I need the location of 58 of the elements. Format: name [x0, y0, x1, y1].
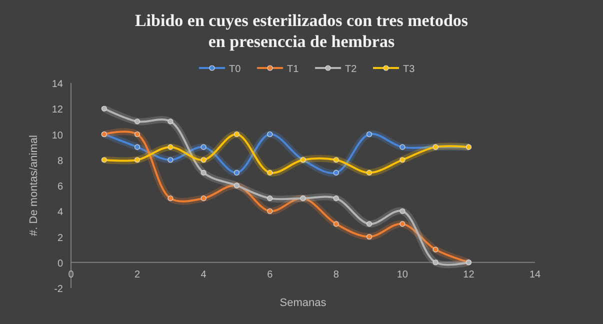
point [200, 144, 206, 150]
y-tick-label: -2 [54, 284, 64, 295]
point [168, 157, 174, 163]
point [234, 170, 240, 176]
legend-label: T2 [345, 64, 358, 75]
legend-label: T1 [287, 64, 300, 75]
x-tick-label: 0 [68, 269, 74, 280]
chart-title: Libido en cuyes esterilizados con tres metodos en presenccia de hembras [134, 11, 468, 51]
point [432, 246, 438, 252]
point [134, 118, 140, 124]
point [366, 234, 372, 240]
x-tick-label: 6 [267, 269, 274, 280]
point [400, 144, 406, 150]
point [366, 131, 372, 138]
y-tick-label: 12 [52, 104, 64, 116]
x-axis-title: Semanas [280, 297, 327, 309]
point [400, 157, 406, 163]
point [366, 170, 372, 176]
point [267, 131, 273, 138]
y-tick-label: 10 [52, 130, 64, 142]
x-tick-label: 14 [529, 269, 541, 280]
legend-label: T3 [403, 64, 416, 75]
point [101, 106, 107, 112]
point [366, 221, 372, 227]
point [267, 208, 273, 214]
point [333, 221, 339, 227]
x-tick-label: 2 [134, 269, 141, 280]
point [168, 196, 174, 202]
point [333, 196, 339, 202]
point [267, 196, 273, 202]
point [200, 196, 206, 202]
legend-label: T0 [229, 64, 242, 75]
y-tick-label: 4 [57, 207, 64, 218]
point [134, 144, 140, 150]
point [432, 260, 438, 266]
y-tick-label: 6 [57, 182, 64, 192]
point [168, 144, 174, 150]
point [400, 221, 406, 227]
y-tick-label: 2 [57, 232, 64, 244]
point [168, 118, 174, 124]
point [333, 157, 339, 163]
x-tick-label: 8 [333, 269, 340, 280]
point [200, 157, 206, 163]
point [101, 157, 107, 163]
x-tick-label: 10 [396, 269, 408, 280]
x-tick-label: 12 [463, 269, 475, 280]
y-tick-label: 8 [57, 156, 64, 167]
point [134, 131, 140, 138]
x-tick-label: 4 [200, 269, 207, 280]
point [400, 208, 406, 214]
point [200, 170, 206, 176]
point [134, 157, 140, 163]
y-tick-label: 0 [57, 258, 64, 270]
point [267, 170, 273, 176]
point [333, 170, 339, 176]
y-tick-label: 14 [52, 79, 64, 90]
y-axis-title: #. De montas/animal [28, 135, 40, 236]
point [234, 131, 240, 138]
